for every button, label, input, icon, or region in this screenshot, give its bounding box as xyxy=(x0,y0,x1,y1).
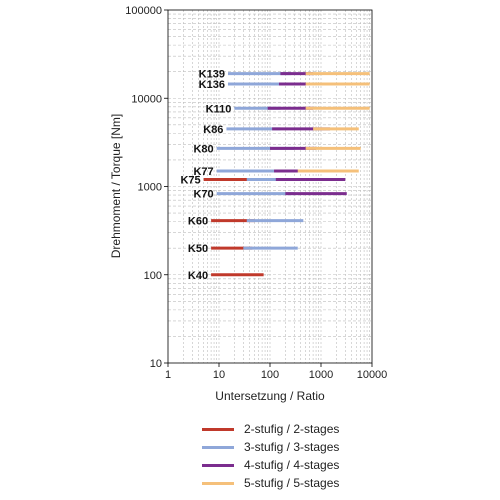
legend-swatch xyxy=(202,463,234,467)
product-label-k50: K50 xyxy=(188,243,208,255)
product-label-k86: K86 xyxy=(203,124,223,136)
product-label-k75: K75 xyxy=(180,175,200,187)
x-tick-label: 1 xyxy=(165,369,171,381)
product-label-k136: K136 xyxy=(199,79,225,91)
x-tick-label: 10000 xyxy=(357,369,388,381)
product-label-k110: K110 xyxy=(206,103,232,115)
product-label-k40: K40 xyxy=(188,270,208,282)
product-label-k77: K77 xyxy=(193,166,213,178)
x-tick-label: 100 xyxy=(261,369,279,381)
product-label-k139: K139 xyxy=(199,69,225,81)
legend-item: 4-stufig / 4-stages xyxy=(202,456,402,474)
legend-swatch xyxy=(202,445,234,449)
x-tick-label: 10 xyxy=(213,369,225,381)
legend-swatch xyxy=(202,427,234,431)
x-axis-label: Untersetzung / Ratio xyxy=(215,389,325,403)
y-tick-label: 100 xyxy=(144,270,162,282)
product-label-k60: K60 xyxy=(188,216,208,228)
legend-label: 5-stufig / 5-stages xyxy=(244,476,340,490)
legend-item: 5-stufig / 5-stages xyxy=(202,474,402,492)
product-label-k70: K70 xyxy=(193,189,213,201)
legend-item: 2-stufig / 2-stages xyxy=(202,420,402,438)
legend: 2-stufig / 2-stages 3-stufig / 3-stages 4-… xyxy=(202,420,402,492)
legend-label: 2-stufig / 2-stages xyxy=(244,422,340,436)
grid-layer xyxy=(168,10,372,363)
product-label-k80: K80 xyxy=(193,143,213,155)
y-tick-label: 10000 xyxy=(131,93,162,105)
legend-swatch xyxy=(202,481,234,485)
y-tick-label: 1000 xyxy=(138,182,162,194)
y-tick-label: 10 xyxy=(150,358,162,370)
y-tick-label: 100000 xyxy=(125,5,162,17)
legend-label: 4-stufig / 4-stages xyxy=(244,458,340,472)
legend-item: 3-stufig / 3-stages xyxy=(202,438,402,456)
y-axis-label: Drehmoment / Torque [Nm] xyxy=(109,114,123,259)
x-tick-label: 1000 xyxy=(309,369,333,381)
legend-label: 3-stufig / 3-stages xyxy=(244,440,340,454)
